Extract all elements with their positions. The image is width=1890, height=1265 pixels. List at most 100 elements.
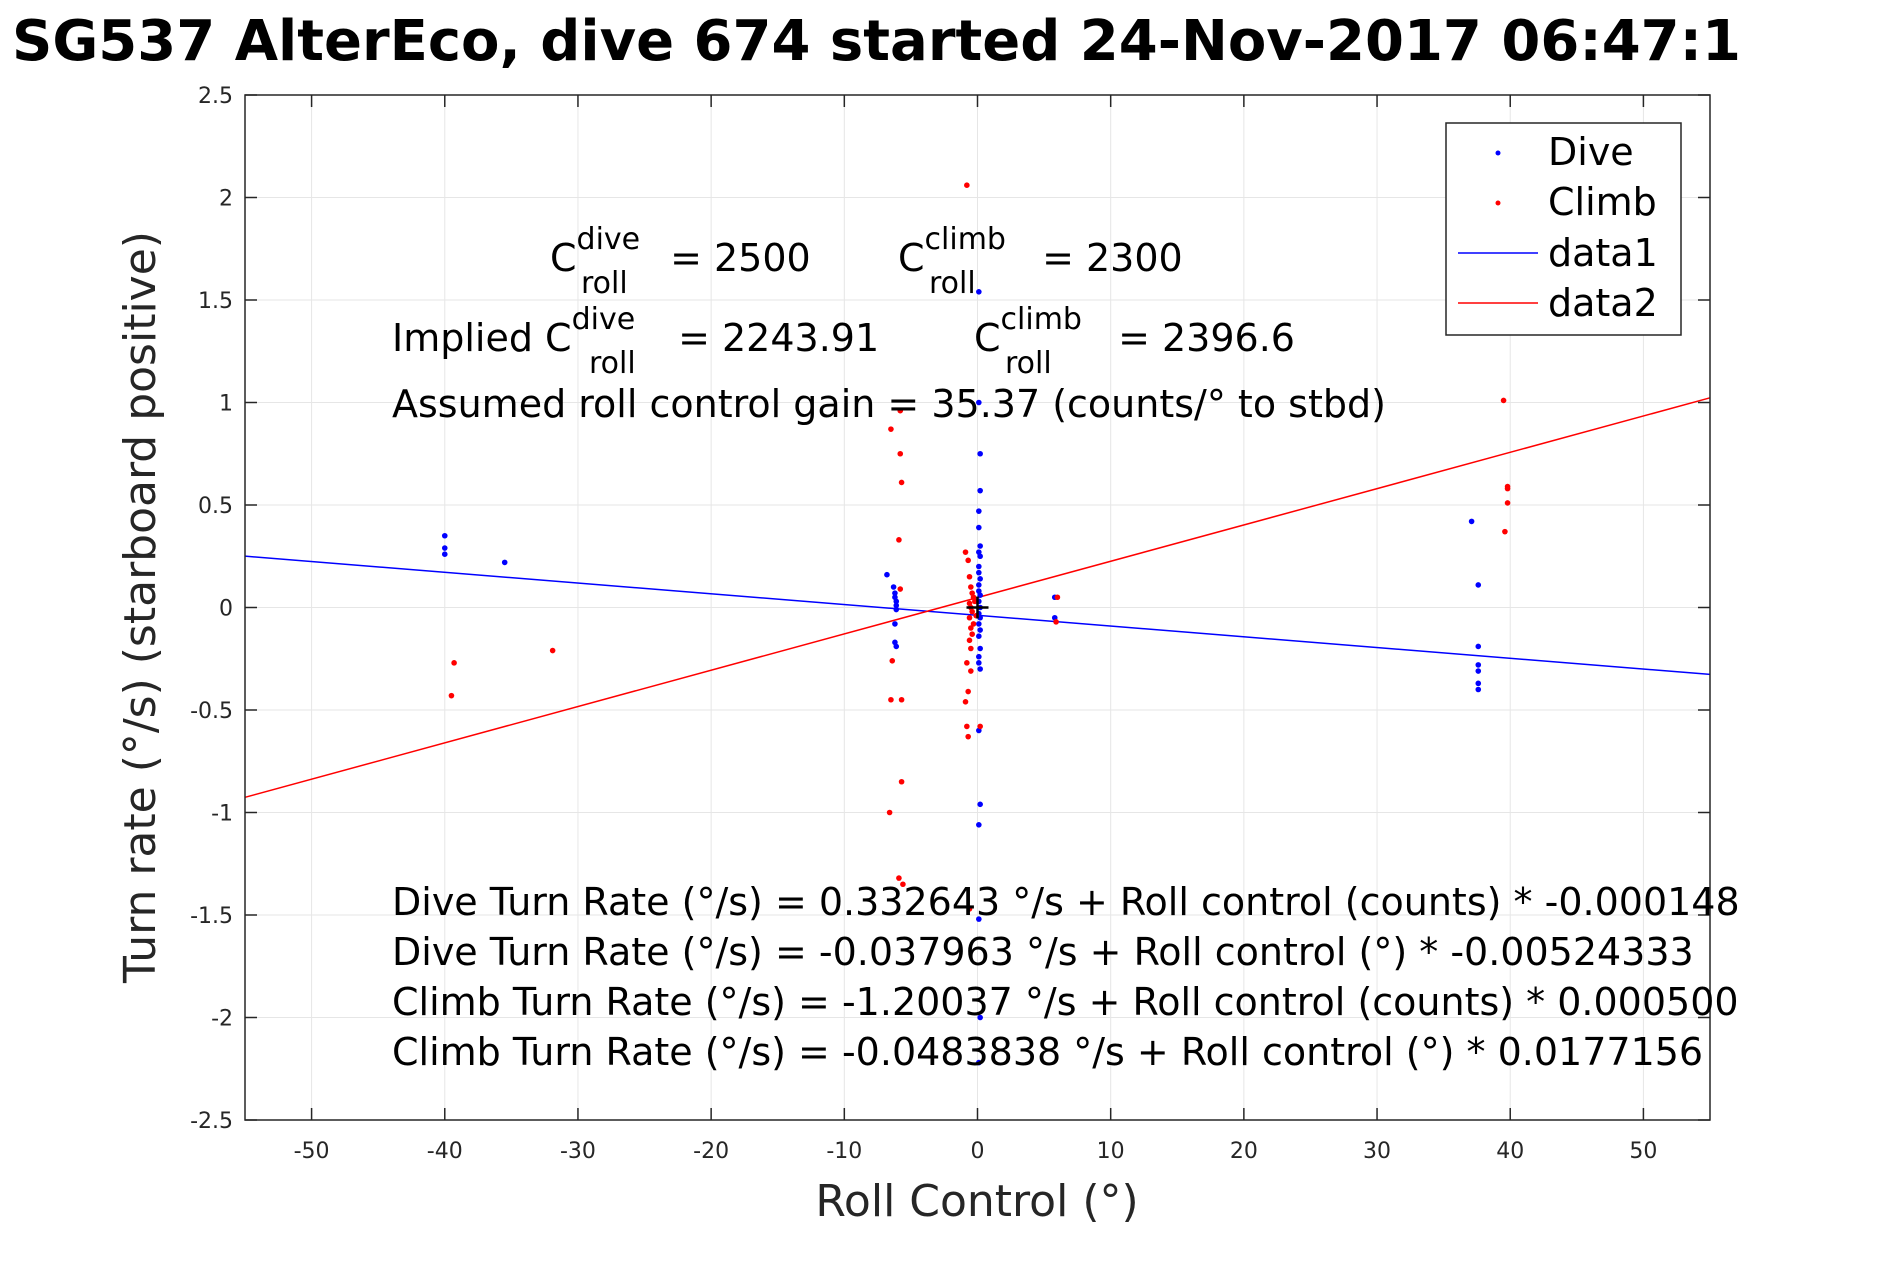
data-point-dive: [890, 584, 897, 590]
y-axis-label: Turn rate (°/s) (starboard positive): [115, 231, 166, 984]
data-point-dive: [1468, 518, 1475, 525]
data-point-dive: [441, 532, 448, 539]
data-point-dive: [1475, 686, 1482, 693]
annotation-equation-dive-degrees: Dive Turn Rate (°/s) = -0.037963 °/s + R…: [392, 930, 1694, 974]
x-tick-label: 50: [1629, 1139, 1657, 1164]
data-point-dive: [976, 660, 982, 666]
y-tick-label: -1: [211, 802, 233, 827]
data-point-dive: [977, 627, 983, 633]
data-point-climb: [969, 608, 975, 615]
data-point-climb: [965, 733, 971, 740]
y-tick-label: 2.5: [198, 84, 233, 109]
x-axis-label: Roll Control (°): [815, 1176, 1138, 1227]
legend-box: [1445, 122, 1682, 336]
data-point-dive: [976, 569, 982, 576]
legend: Dive Climb data1 data2: [1445, 122, 1682, 336]
y-tick-label: 0.5: [198, 494, 233, 519]
data-point-dive: [977, 1014, 983, 1021]
x-tick-label: -30: [560, 1139, 596, 1164]
legend-marker-dive: [1495, 150, 1501, 156]
data-point-climb: [900, 881, 906, 888]
data-point-dive: [976, 916, 982, 922]
data-point-climb: [964, 182, 970, 188]
data-point-dive: [892, 621, 898, 627]
annotation-implied-c-roll-climb: Cclimb roll = 2396.6: [974, 302, 1295, 381]
data-point-climb: [966, 614, 973, 621]
data-point-dive: [892, 590, 898, 596]
data-point-climb: [964, 660, 970, 666]
legend-marker-climb: [1495, 200, 1501, 206]
data-point-dive: [1475, 582, 1482, 588]
data-point-climb: [897, 407, 904, 414]
data-point-climb: [972, 598, 978, 605]
data-point-climb: [962, 549, 969, 555]
x-tick-label: 20: [1230, 1139, 1258, 1164]
data-point-dive: [976, 822, 982, 828]
data-point-climb: [888, 426, 894, 432]
chart-title: SG537 AlterEco, dive 674 started 24-Nov-…: [12, 9, 1741, 74]
data-point-dive: [893, 606, 900, 613]
legend-label-dive: Dive: [1548, 130, 1634, 174]
legend-label-data2: data2: [1548, 281, 1658, 325]
data-point-climb: [896, 875, 902, 881]
data-point-climb: [1502, 528, 1508, 535]
annotation-equation-dive-counts: Dive Turn Rate (°/s) = 0.332643 °/s + Ro…: [392, 880, 1740, 924]
data-point-dive: [441, 545, 448, 551]
x-tick-label: -10: [826, 1139, 862, 1164]
data-point-dive: [1475, 668, 1482, 674]
data-point-dive: [1475, 662, 1482, 668]
data-point-climb: [448, 692, 455, 699]
data-point-climb: [968, 668, 974, 674]
data-point-dive: [893, 598, 900, 605]
y-tick-label: 0: [219, 597, 233, 622]
x-tick-label: -50: [294, 1139, 330, 1164]
y-tick-label: 1.5: [198, 289, 233, 314]
data-point-climb: [977, 723, 983, 730]
legend-label-data1: data1: [1548, 231, 1658, 275]
data-point-climb: [1053, 619, 1059, 625]
annotation-equation-climb-counts: Climb Turn Rate (°/s) = -1.20037 °/s + R…: [392, 980, 1739, 1024]
data-point-dive: [977, 666, 983, 672]
data-point-climb: [968, 584, 974, 590]
data-point-dive: [884, 571, 890, 578]
data-point-dive: [976, 289, 982, 295]
x-tick-label: -40: [427, 1139, 463, 1164]
data-point-dive: [976, 633, 982, 639]
data-point-dive: [501, 559, 508, 566]
data-point-dive: [977, 645, 983, 652]
data-point-dive: [976, 653, 982, 660]
data-point-climb: [898, 696, 905, 703]
data-point-climb: [1504, 500, 1511, 506]
y-tick-label: 2: [219, 187, 233, 212]
data-point-climb: [966, 906, 973, 912]
y-tick-label: -2: [211, 1007, 233, 1032]
data-point-climb: [1054, 594, 1061, 601]
data-point-climb: [897, 586, 904, 592]
data-point-dive: [976, 524, 982, 531]
data-point-dive: [1475, 643, 1482, 650]
data-point-climb: [964, 723, 970, 730]
data-point-climb: [451, 660, 457, 666]
data-point-dive: [976, 621, 982, 627]
data-point-dive: [976, 563, 982, 570]
annotation-c-roll-climb: Cclimb roll = 2300: [898, 222, 1183, 301]
data-point-climb: [965, 557, 971, 564]
data-point-climb: [888, 696, 894, 703]
y-tick-label: -2.5: [190, 1109, 233, 1134]
x-tick-label: 0: [971, 1139, 985, 1164]
data-point-dive: [441, 551, 448, 557]
y-tick-label: 1: [219, 392, 233, 417]
data-point-dive: [977, 450, 983, 457]
annotations: Cdive roll = 2500 Cclimb roll = 2300 Impli…: [392, 222, 1740, 1074]
data-point-climb: [965, 688, 971, 695]
data-point-dive: [976, 508, 982, 514]
data-point-climb: [889, 658, 896, 664]
data-point-dive: [977, 801, 983, 808]
data-point-dive: [977, 553, 983, 560]
data-point-climb: [968, 625, 974, 631]
x-tick-label: 30: [1363, 1139, 1391, 1164]
data-point-dive: [893, 602, 900, 609]
data-point-climb: [962, 699, 969, 705]
